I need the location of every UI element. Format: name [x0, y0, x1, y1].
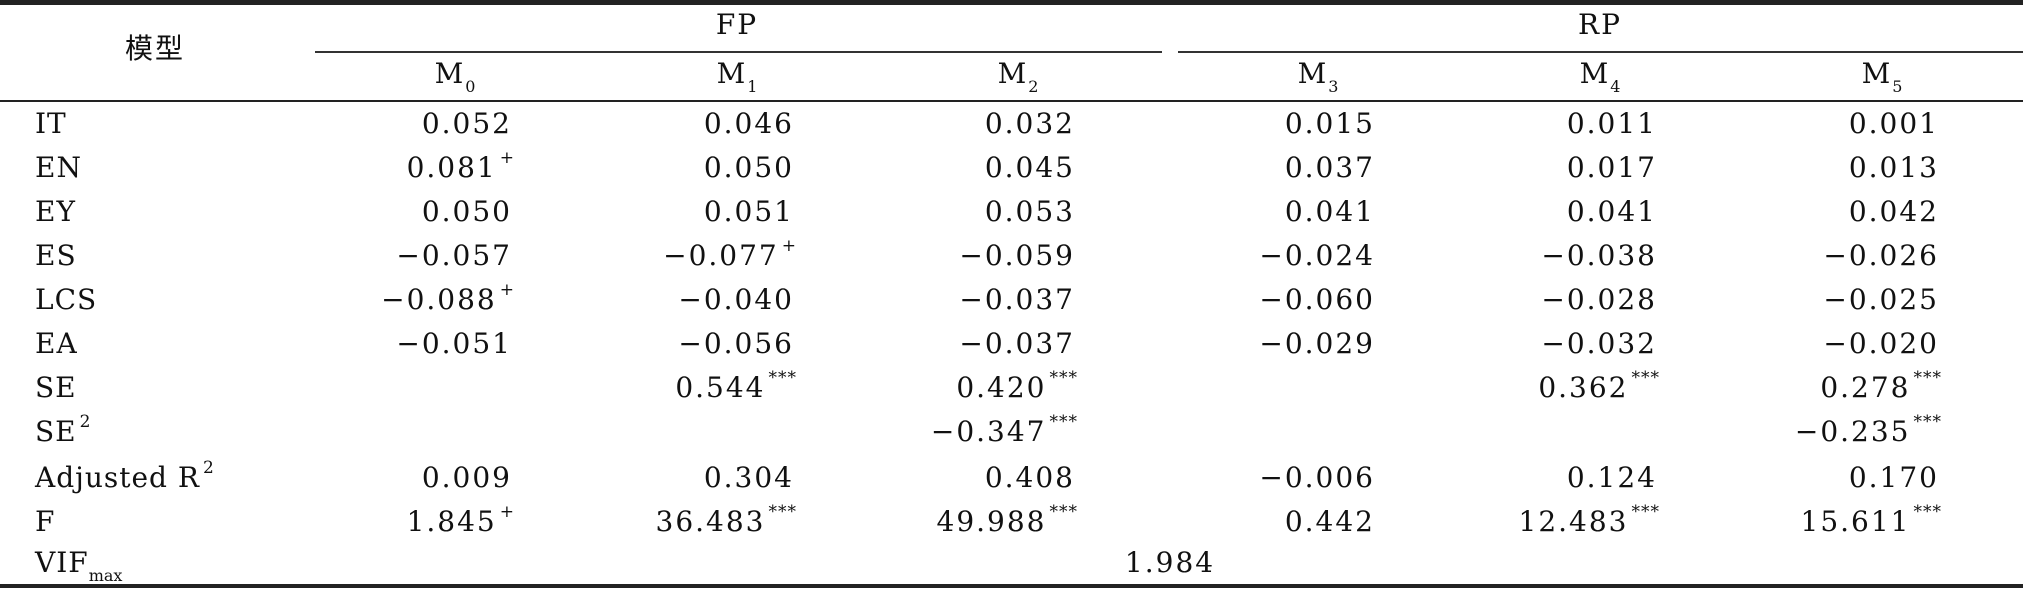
- table-cell: 0.041: [1284, 195, 1375, 228]
- significance-marker: ***: [768, 501, 797, 522]
- table-cell: 15.611 ***: [1800, 501, 1942, 538]
- table-cell: 1.845 +: [406, 501, 515, 538]
- significance-marker: ***: [1913, 411, 1942, 432]
- table-cell: 0.001: [1848, 107, 1939, 140]
- row-label: EN: [35, 151, 82, 184]
- significance-marker: ***: [1631, 367, 1660, 388]
- row-label: LCS: [35, 283, 98, 316]
- table-cell: 0.037: [1284, 151, 1375, 184]
- significance-marker: ***: [1049, 411, 1078, 432]
- table-cell: 0.050: [421, 195, 512, 228]
- rp-group-header: RP: [1578, 8, 1622, 41]
- table-cell: 0.015: [1284, 107, 1375, 140]
- header-rule: [0, 100, 2023, 102]
- significance-marker: ***: [1049, 367, 1078, 388]
- significance-marker: ***: [1631, 501, 1660, 522]
- table-cell: −0.028: [1541, 283, 1657, 316]
- table-cell: 0.032: [984, 107, 1075, 140]
- table-cell: −0.020: [1823, 327, 1939, 360]
- fp-group-rule: [315, 51, 1162, 53]
- table-cell: −0.088 +: [381, 279, 515, 316]
- table-cell: −0.059: [959, 239, 1075, 272]
- significance-marker: ***: [1913, 367, 1942, 388]
- model-column-header: M0: [434, 57, 476, 96]
- table-cell: 0.042: [1848, 195, 1939, 228]
- row-label: SE 2: [35, 411, 92, 448]
- rp-group-rule: [1178, 51, 2023, 53]
- table-cell: 0.053: [984, 195, 1075, 228]
- table-cell: −0.006: [1259, 461, 1375, 494]
- table-cell: 0.278 ***: [1820, 367, 1942, 404]
- table-cell: 0.009: [421, 461, 512, 494]
- table-cell: 0.052: [421, 107, 512, 140]
- significance-marker: +: [499, 279, 515, 300]
- table-cell: 0.170: [1848, 461, 1939, 494]
- table-cell: 36.483 ***: [655, 501, 797, 538]
- row-label: IT: [35, 107, 67, 140]
- table-cell: −0.025: [1823, 283, 1939, 316]
- table-cell: −0.032: [1541, 327, 1657, 360]
- table-cell: 0.442: [1284, 505, 1375, 538]
- table-cell: 0.124: [1566, 461, 1657, 494]
- table-cell: 0.051: [703, 195, 794, 228]
- fp-group-header: FP: [715, 8, 759, 41]
- table-cell: −0.037: [959, 327, 1075, 360]
- significance-marker: ***: [768, 367, 797, 388]
- top-rule: [0, 0, 2023, 5]
- significance-marker: +: [499, 501, 515, 522]
- table-cell: −0.057: [396, 239, 512, 272]
- row-label: SE: [35, 371, 77, 404]
- table-cell: 49.988 ***: [936, 501, 1078, 538]
- row-label: EA: [35, 327, 78, 360]
- vif-label: VIFmax: [35, 546, 123, 585]
- table-cell: −0.040: [678, 283, 794, 316]
- table-cell: −0.347 ***: [930, 411, 1078, 448]
- model-column-header: M3: [1297, 57, 1339, 96]
- model-column-header: M5: [1861, 57, 1903, 96]
- significance-marker: +: [781, 235, 797, 256]
- table-cell: −0.051: [396, 327, 512, 360]
- significance-marker: ***: [1049, 501, 1078, 522]
- table-cell: −0.038: [1541, 239, 1657, 272]
- significance-marker: +: [499, 147, 515, 168]
- table-cell: 0.304: [703, 461, 794, 494]
- table-cell: 0.045: [984, 151, 1075, 184]
- row-label: EY: [35, 195, 76, 228]
- table-cell: 0.013: [1848, 151, 1939, 184]
- table-cell: −0.026: [1823, 239, 1939, 272]
- table-cell: −0.056: [678, 327, 794, 360]
- table-cell: −0.235 ***: [1794, 411, 1942, 448]
- model-column-header: M4: [1579, 57, 1621, 96]
- row-label: F: [35, 505, 56, 538]
- table-cell: 0.420 ***: [956, 367, 1078, 404]
- table-cell: 0.041: [1566, 195, 1657, 228]
- table-cell: 0.081 +: [406, 147, 515, 184]
- table-cell: −0.024: [1259, 239, 1375, 272]
- model-column-header: M1: [716, 57, 758, 96]
- table-cell: −0.077 +: [663, 235, 797, 272]
- table-cell: 0.017: [1566, 151, 1657, 184]
- table-cell: 0.046: [703, 107, 794, 140]
- table-cell: 12.483 ***: [1518, 501, 1660, 538]
- table-cell: −0.060: [1259, 283, 1375, 316]
- bottom-rule: [0, 584, 2023, 588]
- table-cell: 0.362 ***: [1538, 367, 1660, 404]
- model-header: 模型: [124, 32, 186, 65]
- table-cell: 0.011: [1566, 107, 1657, 140]
- table-cell: 0.544 ***: [675, 367, 797, 404]
- table-cell: −0.029: [1259, 327, 1375, 360]
- table-cell: 0.050: [703, 151, 794, 184]
- vif-value: 1.984: [1124, 546, 1216, 579]
- significance-marker: ***: [1913, 501, 1942, 522]
- model-column-header: M2: [997, 57, 1039, 96]
- table-cell: 0.408: [984, 461, 1075, 494]
- row-label: ES: [35, 239, 77, 272]
- table-cell: −0.037: [959, 283, 1075, 316]
